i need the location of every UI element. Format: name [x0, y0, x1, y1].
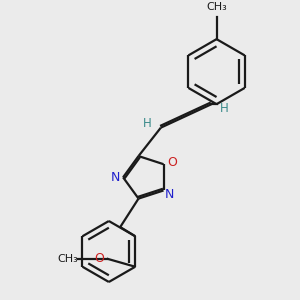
Text: H: H [143, 117, 152, 130]
Text: O: O [95, 252, 105, 265]
Text: N: N [165, 188, 174, 201]
Text: CH₃: CH₃ [58, 254, 79, 264]
Text: N: N [110, 171, 120, 184]
Text: CH₃: CH₃ [206, 2, 227, 12]
Text: H: H [220, 102, 229, 115]
Text: O: O [168, 156, 178, 169]
